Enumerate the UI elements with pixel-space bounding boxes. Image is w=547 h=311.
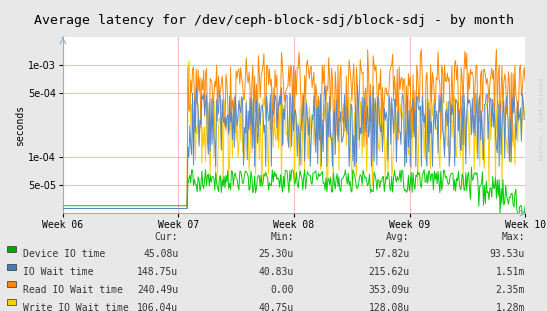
Text: Min:: Min:	[270, 232, 294, 242]
Text: IO Wait time: IO Wait time	[23, 267, 94, 277]
Text: 1.51m: 1.51m	[496, 267, 525, 277]
Text: 106.04u: 106.04u	[137, 303, 178, 311]
Text: 240.49u: 240.49u	[137, 285, 178, 295]
Text: Device IO time: Device IO time	[23, 249, 105, 259]
Y-axis label: seconds: seconds	[15, 104, 25, 146]
Text: Avg:: Avg:	[386, 232, 410, 242]
Text: 40.83u: 40.83u	[259, 267, 294, 277]
Text: 2.35m: 2.35m	[496, 285, 525, 295]
Text: 0.00: 0.00	[270, 285, 294, 295]
Text: 25.30u: 25.30u	[259, 249, 294, 259]
Text: 148.75u: 148.75u	[137, 267, 178, 277]
Text: Cur:: Cur:	[155, 232, 178, 242]
Text: Read IO Wait time: Read IO Wait time	[23, 285, 123, 295]
Text: RRDTOOL / TOBI OETIKER: RRDTOOL / TOBI OETIKER	[539, 78, 544, 160]
Text: Average latency for /dev/ceph-block-sdj/block-sdj - by month: Average latency for /dev/ceph-block-sdj/…	[33, 14, 514, 27]
Text: 1.28m: 1.28m	[496, 303, 525, 311]
Text: 128.08u: 128.08u	[369, 303, 410, 311]
Text: 215.62u: 215.62u	[369, 267, 410, 277]
Text: 40.75u: 40.75u	[259, 303, 294, 311]
Text: 353.09u: 353.09u	[369, 285, 410, 295]
Text: 45.08u: 45.08u	[143, 249, 178, 259]
Text: 57.82u: 57.82u	[375, 249, 410, 259]
Text: Max:: Max:	[502, 232, 525, 242]
Text: 93.53u: 93.53u	[490, 249, 525, 259]
Text: Write IO Wait time: Write IO Wait time	[23, 303, 129, 311]
